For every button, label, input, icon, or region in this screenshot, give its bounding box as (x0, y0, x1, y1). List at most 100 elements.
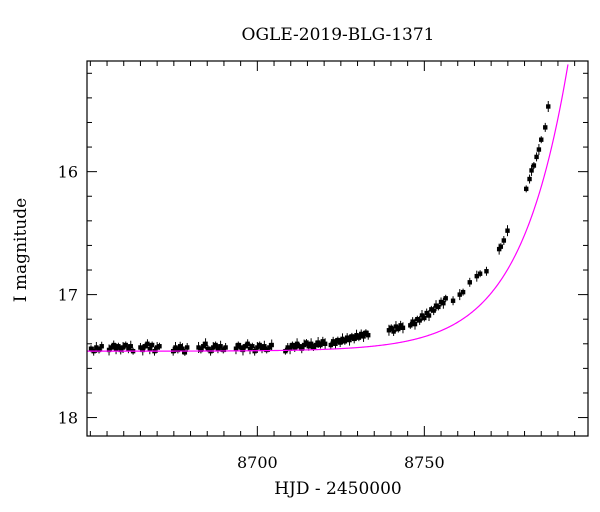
data-point (306, 344, 311, 349)
data-point (477, 271, 483, 276)
data-point (308, 341, 314, 346)
data-point (441, 301, 446, 306)
data-point (236, 342, 241, 348)
data-point (262, 344, 267, 349)
data-point (111, 342, 116, 348)
data-point (363, 330, 369, 335)
data-point (431, 308, 436, 313)
data-point (398, 323, 403, 328)
data-point (415, 316, 420, 322)
data-point (96, 347, 102, 353)
data-point (185, 345, 190, 350)
data-point (285, 345, 290, 350)
data-point (436, 304, 441, 310)
data-point (330, 339, 336, 344)
data-point (250, 344, 255, 349)
data-point (318, 342, 323, 348)
data-point (215, 346, 221, 351)
data-point (335, 337, 341, 343)
data-point (126, 346, 131, 351)
y-axis-label: I magnitude (11, 198, 31, 302)
data-point (175, 347, 181, 353)
data-point (417, 318, 422, 323)
data-point (536, 147, 542, 152)
plot-frame (86, 60, 589, 437)
data-point (218, 344, 223, 349)
data-point (313, 342, 318, 348)
data-point (419, 313, 425, 318)
data-point (245, 341, 250, 346)
data-point (128, 344, 133, 349)
data-point (328, 342, 334, 348)
x-tick-label: 8700 (237, 453, 278, 472)
data-point (94, 345, 99, 350)
data-point (221, 347, 226, 353)
data-point (247, 346, 253, 351)
data-point (173, 345, 178, 350)
data-point (543, 125, 548, 130)
data-point (426, 313, 432, 318)
data-point (88, 346, 94, 351)
axes: 8700 8750 16 17 18 (58, 61, 588, 472)
data-point (304, 340, 309, 345)
data-point (299, 346, 304, 351)
data-point (408, 323, 413, 328)
y-tick-label: 16 (58, 163, 78, 182)
data-point (269, 342, 274, 348)
model-curve (87, 64, 569, 352)
data-point (157, 344, 162, 349)
data-point (429, 307, 434, 312)
data-point (180, 346, 185, 351)
data-point (292, 345, 297, 350)
data-point (264, 347, 269, 353)
data-point (524, 186, 529, 192)
data-point (333, 341, 338, 346)
data-point (259, 346, 265, 351)
data-point (177, 344, 183, 349)
data-point (474, 273, 479, 279)
data-point (106, 347, 112, 353)
data-point (311, 345, 316, 350)
data-point (354, 332, 359, 338)
data-point (142, 344, 148, 349)
data-point (539, 137, 544, 142)
data-point (484, 269, 489, 274)
data-point (320, 339, 326, 344)
data-point (424, 310, 429, 316)
data-point (340, 336, 345, 342)
data-point (120, 345, 126, 350)
model-curve-path (87, 64, 569, 352)
data-point (283, 348, 288, 354)
data-point (391, 329, 396, 334)
data-point (366, 332, 371, 338)
data-point (389, 325, 394, 331)
data-point (118, 347, 123, 353)
data-point (140, 347, 145, 353)
data-point (501, 238, 507, 243)
data-point (337, 340, 343, 345)
data-point (257, 342, 262, 348)
data-point (201, 344, 206, 349)
data-point (361, 334, 366, 339)
data-point (287, 346, 293, 351)
data-point (145, 341, 150, 346)
data-point (238, 345, 243, 350)
data-point (356, 335, 362, 340)
data-point (400, 325, 406, 331)
data-point (450, 298, 456, 303)
data-point (211, 345, 216, 350)
data-point (297, 344, 302, 349)
data-point (198, 347, 204, 353)
data-point (352, 336, 357, 342)
data-point (467, 280, 472, 285)
data-point (99, 344, 104, 349)
data-point (546, 104, 551, 109)
data-point (233, 346, 239, 351)
data-point (138, 345, 143, 350)
data-point (505, 228, 510, 233)
data-point (433, 303, 439, 308)
chart-title: OGLE-2019-BLG-1371 (242, 25, 435, 45)
data-point (301, 342, 307, 348)
data-point (123, 342, 128, 348)
